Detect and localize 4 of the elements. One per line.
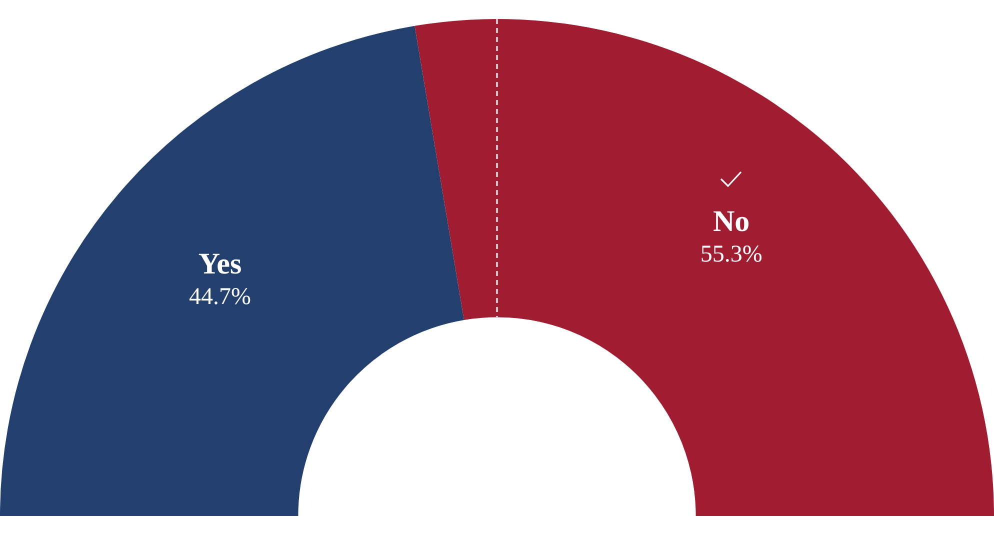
data-label: 44.7% — [189, 284, 252, 310]
slice-label: Yes — [198, 247, 242, 280]
data-label: 55.3% — [700, 241, 762, 268]
slice-label: No — [712, 204, 750, 238]
